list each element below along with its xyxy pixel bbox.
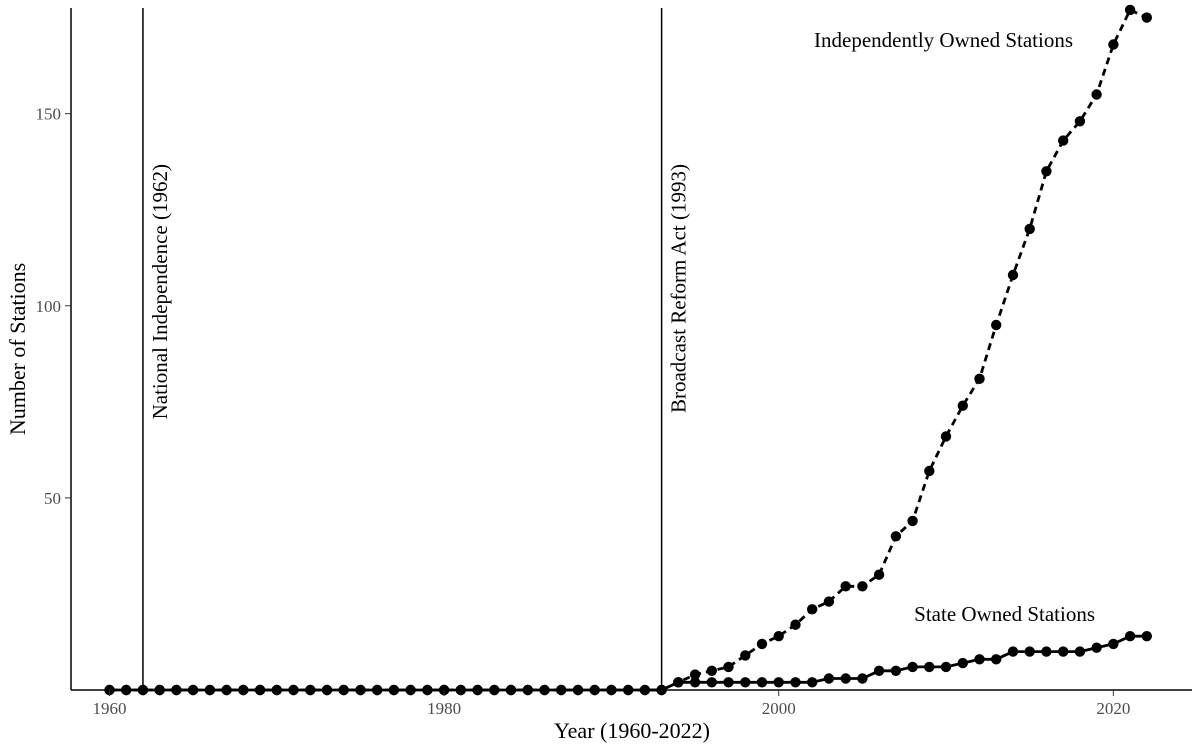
vline-label-1993: Broadcast Reform Act (1993) (667, 164, 691, 413)
point-s1-1997 (723, 677, 734, 688)
point-s0-2020 (1108, 39, 1119, 50)
point-s0-2022 (1141, 12, 1153, 23)
point-s0-2005 (857, 581, 868, 592)
point-s0-1996 (706, 665, 717, 676)
point-s1-1998 (740, 677, 751, 688)
point-s1-2008 (907, 661, 918, 673)
point-s1-2015 (1024, 646, 1035, 657)
point-s1-2005 (857, 673, 868, 684)
point-s1-1995 (689, 677, 701, 688)
point-s1-2019 (1091, 642, 1102, 653)
point-s0-2002 (807, 604, 818, 615)
point-s0-2000 (773, 631, 784, 642)
x-tick-label-2020: 2020 (1096, 699, 1130, 718)
point-s1-2007 (890, 665, 902, 676)
point-s0-2019 (1091, 89, 1102, 100)
x-tick-label-1980: 1980 (427, 699, 461, 718)
point-s0-1995 (689, 669, 701, 680)
point-s0-2014 (1007, 269, 1019, 281)
point-s1-2000 (773, 677, 784, 688)
point-s0-2016 (1041, 166, 1052, 177)
point-s1-2011 (957, 657, 968, 669)
point-s0-1999 (756, 638, 768, 650)
point-s0-2008 (907, 515, 918, 527)
point-s1-2006 (873, 665, 885, 676)
point-s0-2011 (957, 400, 968, 411)
point-s0-1997 (723, 661, 734, 673)
point-s1-1999 (756, 677, 768, 688)
point-s0-1998 (740, 650, 751, 661)
point-s0-2009 (924, 465, 935, 477)
point-s0-2010 (940, 431, 952, 442)
point-s1-2013 (991, 654, 1002, 665)
x-tick-label-2000: 2000 (762, 699, 796, 718)
point-s0-2003 (823, 596, 835, 607)
point-s1-2016 (1041, 646, 1052, 657)
x-tick-label-1960: 1960 (92, 699, 126, 718)
point-s1-1994 (673, 677, 684, 688)
point-s0-2007 (890, 531, 902, 542)
point-s0-2021 (1124, 4, 1136, 16)
y-tick-label-50: 50 (44, 489, 61, 508)
point-s1-1996 (706, 677, 717, 688)
series-line-0 (109, 8, 1148, 692)
point-s1-2009 (924, 661, 935, 673)
point-s1-2004 (840, 673, 851, 684)
point-s1-2022 (1141, 631, 1153, 642)
point-s1-2003 (823, 673, 835, 684)
y-tick-label-100: 100 (36, 297, 62, 316)
vline-label-1962: National Independence (1962) (148, 164, 172, 419)
point-s1-2002 (807, 677, 818, 688)
point-s1-2020 (1108, 638, 1119, 650)
point-s1-2021 (1124, 631, 1136, 642)
point-s1-2012 (974, 654, 985, 665)
series-line-1 (109, 634, 1147, 692)
point-s0-2004 (840, 581, 851, 592)
series-label-state: State Owned Stations (914, 602, 1095, 626)
point-s1-2018 (1074, 646, 1086, 657)
point-s0-2013 (991, 319, 1002, 331)
point-s1-2017 (1058, 646, 1069, 657)
y-axis-title: Number of Stations (5, 263, 30, 435)
point-s0-2018 (1074, 116, 1086, 127)
point-s0-2015 (1024, 223, 1035, 235)
point-s0-2012 (974, 373, 985, 384)
series-label-independent: Independently Owned Stations (814, 28, 1073, 52)
point-s1-2014 (1007, 646, 1019, 657)
point-s0-2017 (1058, 135, 1069, 146)
point-s0-2006 (873, 569, 885, 580)
y-tick-label-150: 150 (36, 105, 62, 124)
point-s0-2001 (790, 619, 801, 630)
point-s1-2001 (790, 677, 801, 688)
x-axis-title: Year (1960-2022) (554, 718, 710, 743)
point-s1-2010 (940, 661, 952, 673)
